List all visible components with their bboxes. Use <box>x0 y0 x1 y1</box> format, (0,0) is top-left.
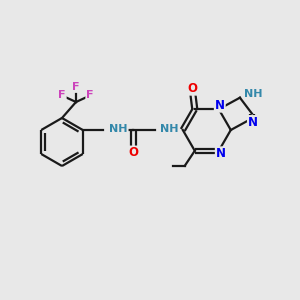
Text: NH: NH <box>244 89 262 99</box>
Text: F: F <box>58 90 66 100</box>
Text: F: F <box>72 82 80 92</box>
Text: O: O <box>128 146 138 160</box>
Text: O: O <box>188 82 198 95</box>
Text: F: F <box>86 90 94 100</box>
Text: N: N <box>215 99 225 112</box>
Text: NH: NH <box>160 124 178 134</box>
Text: NH: NH <box>109 124 128 134</box>
Text: N: N <box>216 147 226 160</box>
Text: N: N <box>248 116 258 129</box>
